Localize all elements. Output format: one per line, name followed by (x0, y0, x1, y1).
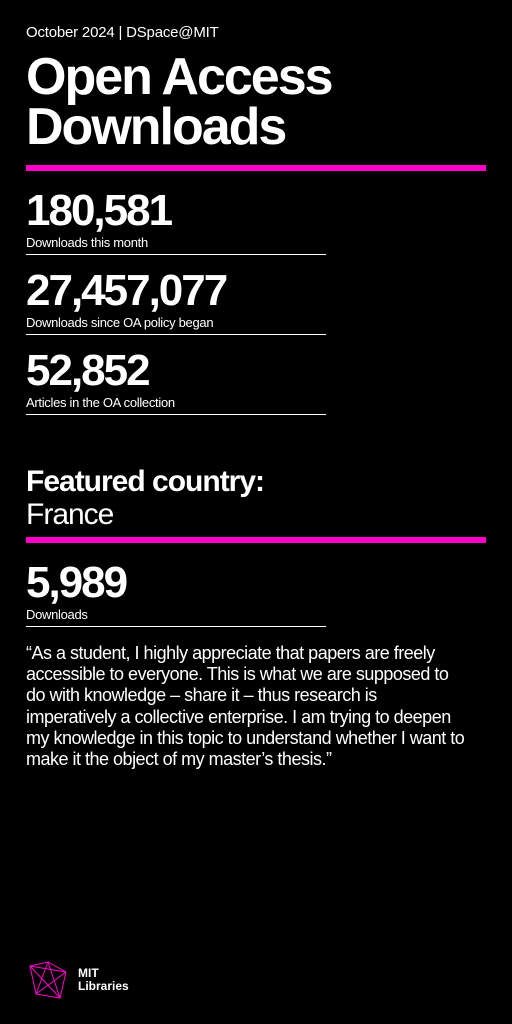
accent-rule (26, 537, 486, 543)
featured-quote: “As a student, I highly appreciate that … (26, 643, 466, 770)
stat-value: 5,989 (26, 561, 326, 605)
logo-line-2: Libraries (78, 980, 129, 993)
infographic-page: October 2024 | DSpace@MIT Open Access Do… (0, 0, 512, 1024)
eyebrow-text: October 2024 | DSpace@MIT (26, 24, 486, 41)
logo-graphic-icon (26, 958, 70, 1002)
stat-label: Downloads (26, 607, 326, 627)
stat-label: Downloads this month (26, 235, 326, 255)
stat-value: 27,457,077 (26, 269, 326, 313)
accent-rule (26, 165, 486, 171)
stat-block-total: 27,457,077 Downloads since OA policy beg… (26, 269, 326, 335)
stat-value: 180,581 (26, 189, 326, 233)
title-line-1: Open Access (26, 53, 486, 103)
featured-stat-block: 5,989 Downloads (26, 561, 326, 627)
title-line-2: Downloads (26, 103, 486, 153)
stat-block-articles: 52,852 Articles in the OA collection (26, 349, 326, 415)
page-title: Open Access Downloads (26, 53, 486, 153)
logo-text: MIT Libraries (78, 967, 129, 992)
stat-label: Articles in the OA collection (26, 395, 326, 415)
stat-block-monthly: 180,581 Downloads this month (26, 189, 326, 255)
section-gap (26, 429, 486, 465)
stat-value: 52,852 (26, 349, 326, 393)
stat-label: Downloads since OA policy began (26, 315, 326, 335)
mit-libraries-logo: MIT Libraries (26, 958, 129, 1002)
featured-heading: Featured country: (26, 465, 486, 498)
featured-country: France (26, 498, 486, 531)
